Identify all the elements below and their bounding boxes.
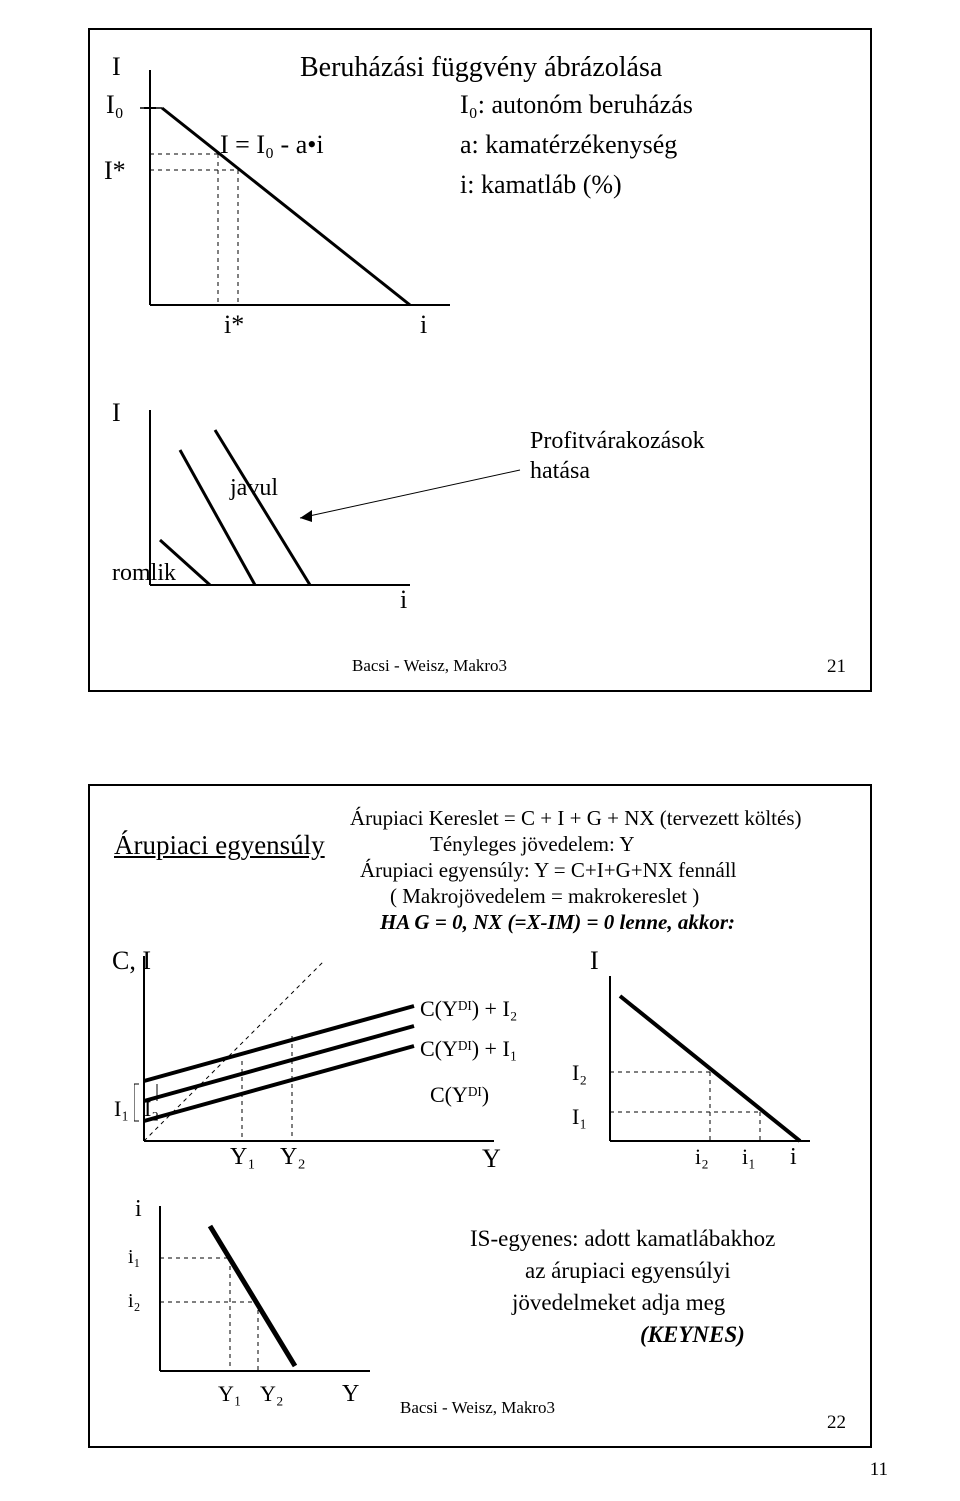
slide2-line4: ( Makrojövedelem = makrokereslet ) [390, 884, 699, 909]
slide2-number: 22 [827, 1412, 846, 1434]
slide2-heading: Árupiaci egyensúly [114, 830, 325, 861]
investment-chart [140, 60, 480, 320]
profit-expectations-chart [140, 400, 780, 630]
slide1-number: 21 [827, 656, 846, 678]
tl-I1: I₁ [114, 1096, 129, 1122]
note1: IS-egyenes: adott kamatlábakhoz [470, 1226, 775, 1252]
slide2-line3: Árupiaci egyensúly: Y = C+I+G+NX fennáll [360, 858, 736, 883]
i-chart [600, 976, 830, 1156]
is-chart [150, 1206, 390, 1386]
axis-I0: I₀ [106, 90, 124, 120]
slide1-footer: Bacsi - Weisz, Makro3 [352, 656, 507, 676]
slide2-line2: Tényleges jövedelem: Y [430, 832, 634, 857]
note2: az árupiaci egyensúlyi [525, 1258, 731, 1284]
legend-a: a: kamatérzékenység [460, 130, 677, 160]
bl-i1: i₁ [128, 1246, 141, 1269]
tr-I: I [590, 946, 599, 976]
note3: jövedelmeket adja meg [512, 1290, 725, 1316]
slide2-footer: Bacsi - Weisz, Makro3 [400, 1398, 555, 1418]
legend-i0: I₀: autonóm beruházás [460, 90, 693, 120]
note4: (KEYNES) [640, 1322, 745, 1348]
legend-i: i: kamatláb (%) [460, 170, 622, 200]
ci-chart [134, 956, 524, 1156]
slide2-line1: Árupiaci Kereslet = C + I + G + NX (terv… [350, 806, 801, 831]
slide-2-frame: Árupiaci egyensúly Árupiaci Kereslet = C… [88, 784, 872, 1448]
bl-i: i [135, 1196, 142, 1223]
slide-1-frame: Beruházási függvény ábrázolása I₀: auton… [88, 28, 872, 692]
tr-I2: I₂ [572, 1060, 587, 1086]
tr-I1: I₁ [572, 1104, 587, 1130]
axis-Istar: I* [104, 156, 126, 186]
bl-i2: i₂ [128, 1290, 141, 1313]
page-number: 11 [870, 1459, 888, 1481]
panel2-I: I [112, 398, 121, 428]
slide2-line5: HA G = 0, NX (=X-IM) = 0 lenne, akkor: [380, 910, 735, 935]
axis-I: I [112, 52, 121, 82]
